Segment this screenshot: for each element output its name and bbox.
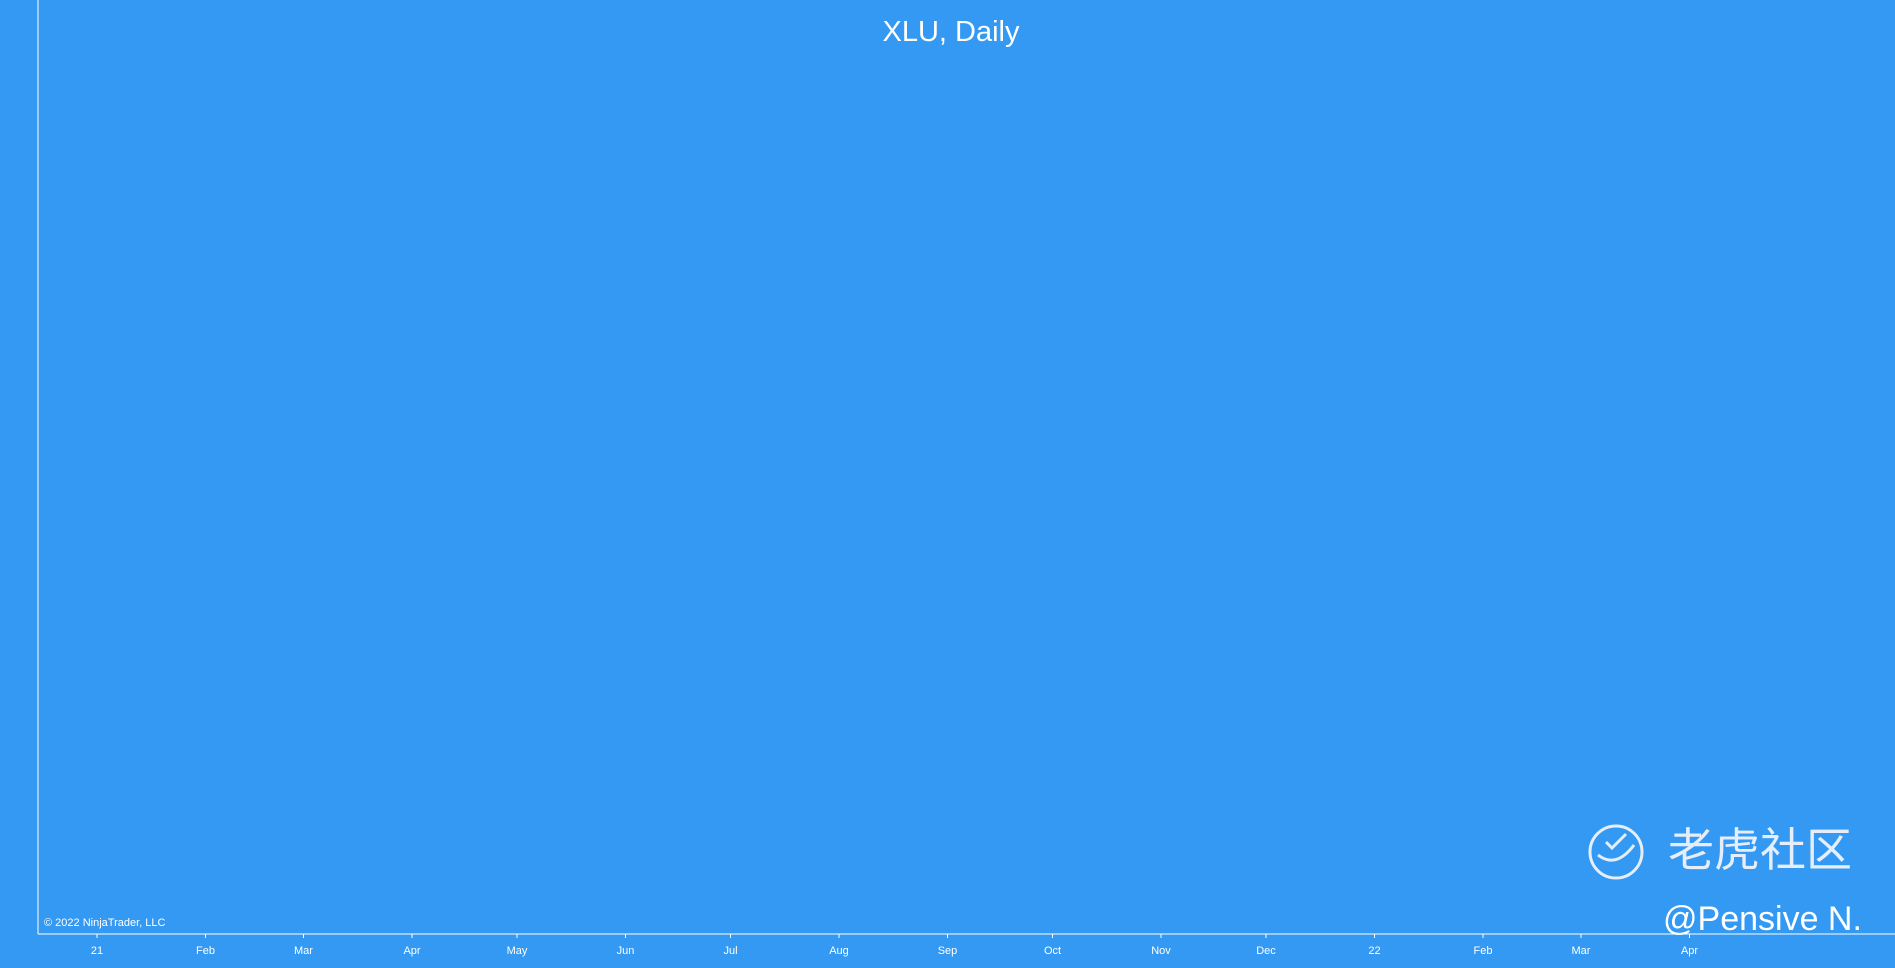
tiger-community-logo: 老虎社区 (1588, 824, 1852, 880)
copyright-notice: © 2022 NinjaTrader, LLC (44, 917, 165, 929)
x-tick-label: 22 (1368, 945, 1380, 957)
x-tick-label: Jul (723, 945, 737, 957)
x-tick-label: 21 (91, 945, 103, 957)
x-tick-label: Sep (938, 945, 958, 957)
x-tick-label: Feb (1474, 945, 1493, 957)
x-tick-label: May (507, 945, 528, 957)
x-tick-label: Apr (403, 945, 420, 957)
watermark-text: 老虎社区 (1668, 824, 1852, 876)
x-tick-label: Apr (1681, 945, 1698, 957)
x-tick-label: Mar (294, 945, 313, 957)
x-tick-label: Dec (1256, 945, 1276, 957)
x-tick-label: Mar (1572, 945, 1591, 957)
x-tick-label: Nov (1151, 945, 1171, 957)
x-tick-label: Oct (1044, 945, 1061, 957)
x-tick-label: Feb (196, 945, 215, 957)
x-tick-label: Jun (617, 945, 635, 957)
author-handle: @Pensive N. (1663, 900, 1862, 938)
chart-title: XLU, Daily (883, 16, 1020, 48)
x-tick-label: Aug (829, 945, 849, 957)
